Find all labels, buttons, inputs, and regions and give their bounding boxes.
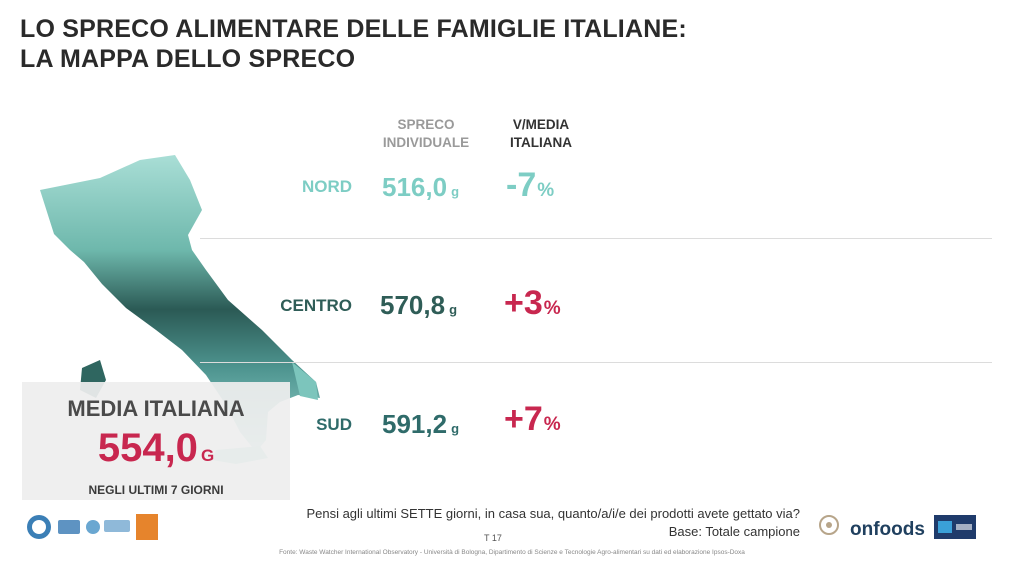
row-divider [200, 238, 992, 239]
value-centro-unit: g [449, 302, 458, 317]
media-italiana-box: MEDIA ITALIANA 554,0 G NEGLI ULTIMI 7 GIO… [22, 382, 290, 500]
region-label-centro: CENTRO [280, 296, 352, 315]
value-centro: 570,8 g [380, 290, 457, 321]
page-number: T 17 [484, 533, 502, 543]
header-col2-line1: V/MEDIA [512, 117, 570, 132]
crest-logo-icon [814, 513, 844, 539]
region-label-sud: SUD [316, 415, 352, 434]
media-value-number: 554,0 [97, 426, 198, 470]
delta-sud-unit: % [543, 414, 561, 435]
region-label-nord: NORD [301, 177, 352, 196]
header-col1-line2: INDIVIDUALE [382, 135, 470, 150]
value-centro-number: 570,8 [380, 290, 446, 320]
media-value-unit: G [200, 446, 215, 465]
value-nord-number: 516,0 [382, 172, 448, 202]
header-spreco-individuale: SPRECO INDIVIDUALE [366, 116, 486, 152]
source-note: Fonte: Waste Watcher International Obser… [279, 549, 745, 556]
header-col2-line2: ITALIANA [510, 135, 572, 150]
title-line-1: LO SPRECO ALIMENTARE DELLE FAMIGLIE ITAL… [20, 15, 687, 43]
delta-centro-unit: % [543, 298, 561, 319]
delta-centro-number: +3 [504, 284, 543, 322]
page-title: LO SPRECO ALIMENTARE DELLE FAMIGLIE ITAL… [20, 14, 687, 74]
value-nord: 516,0 g [382, 172, 459, 203]
media-subtitle: NEGLI ULTIMI 7 GIORNI [88, 483, 224, 497]
partner-logo-icons [24, 512, 164, 542]
delta-centro: +3% [504, 284, 561, 323]
delta-nord-number: -7 [506, 166, 537, 204]
delta-sud-number: +7 [504, 400, 543, 438]
onfoods-logo-icon: onfoods [850, 519, 925, 540]
survey-base: Base: Totale campione [668, 524, 800, 539]
media-title: MEDIA ITALIANA [67, 396, 245, 421]
value-sud-number: 591,2 [382, 409, 448, 439]
media-value: 554,0 G [22, 426, 290, 471]
ipsos-doxa-logo-icon [934, 515, 976, 539]
survey-question: Pensi agli ultimi SETTE giorni, in casa … [306, 506, 800, 521]
delta-nord: -7% [506, 166, 554, 205]
row-divider [200, 362, 992, 363]
value-sud-unit: g [451, 421, 460, 436]
delta-nord-unit: % [537, 180, 555, 201]
header-vs-media-italiana: V/MEDIA ITALIANA [486, 116, 596, 152]
value-sud: 591,2 g [382, 409, 459, 440]
title-line-2: LA MAPPA DELLO SPRECO [20, 45, 356, 73]
header-col1-line1: SPRECO [397, 117, 455, 132]
delta-sud: +7% [504, 400, 561, 439]
value-nord-unit: g [451, 184, 460, 199]
